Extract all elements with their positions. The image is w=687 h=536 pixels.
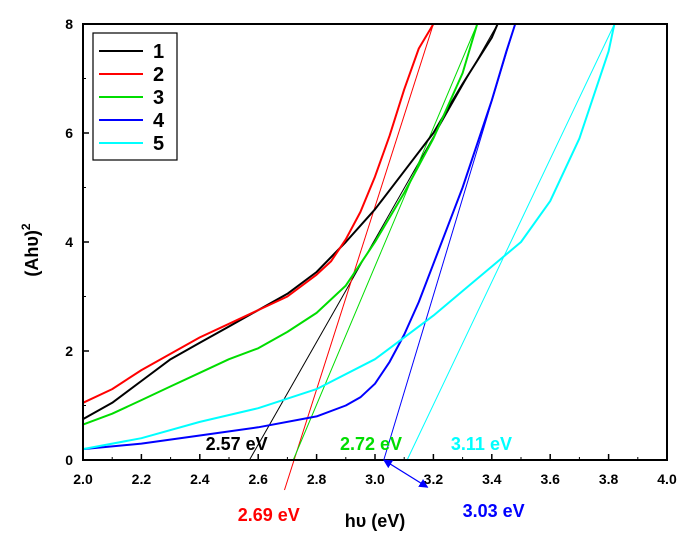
y-axis-title-superscript: 2 — [19, 223, 33, 230]
annotation-label: 2.57 eV — [206, 434, 268, 454]
tangent-line-1 — [249, 23, 499, 461]
annotations: 2.57 eV 2.72 eV 3.11 eV 2.69 eV 3.03 eV — [206, 434, 525, 525]
y-axis-title-text: (Ahυ) — [22, 230, 42, 276]
annotation-label: 3.11 eV — [451, 434, 512, 454]
legend-label-5: 5 — [153, 133, 164, 155]
annotation-label: 2.69 eV — [238, 505, 300, 525]
x-tick-label: 2.4 — [190, 471, 210, 487]
x-tick-label: 3.6 — [540, 471, 560, 487]
y-tick-label: 6 — [65, 125, 73, 141]
plot-frame — [82, 23, 668, 461]
series-line-2 — [82, 23, 435, 404]
legend-label-2: 2 — [153, 64, 164, 86]
y-tick-label: 8 — [65, 16, 73, 32]
tangent-line-3 — [292, 23, 478, 461]
legend-label-3: 3 — [153, 87, 164, 109]
annotation-label: 3.03 eV — [463, 501, 525, 521]
x-axis-ticks: 2.0 2.2 2.4 2.6 2.8 3.0 3.2 3.4 3.6 3.8 4.0 — [73, 454, 677, 487]
annotation-label: 2.72 eV — [340, 434, 402, 454]
x-tick-label: 2.2 — [132, 471, 152, 487]
y-tick-label: 4 — [65, 234, 73, 250]
series-line-3 — [82, 23, 479, 426]
annotation-arrow — [382, 459, 429, 488]
data-series — [82, 23, 616, 451]
y-tick-label: 2 — [65, 343, 73, 359]
x-tick-label: 3.4 — [482, 471, 502, 487]
x-tick-label: 3.0 — [365, 471, 385, 487]
x-tick-label: 2.0 — [73, 471, 93, 487]
x-tick-label: 3.8 — [599, 471, 619, 487]
tangent-line-5 — [406, 23, 615, 461]
series-line-5 — [82, 23, 616, 451]
legend-label-4: 4 — [153, 110, 165, 132]
tangent-line-2 — [284, 23, 434, 491]
y-axis-title: (Ahυ)2 — [19, 223, 42, 276]
x-tick-label: 2.8 — [307, 471, 327, 487]
x-tick-label: 3.2 — [424, 471, 444, 487]
legend-label-1: 1 — [153, 41, 164, 63]
series-line-4 — [82, 23, 517, 451]
y-tick-label: 0 — [65, 452, 73, 468]
series-line-1 — [82, 23, 499, 420]
x-tick-label: 4.0 — [657, 471, 677, 487]
x-tick-label: 2.6 — [248, 471, 268, 487]
x-axis-title: hυ (eV) — [345, 511, 405, 531]
